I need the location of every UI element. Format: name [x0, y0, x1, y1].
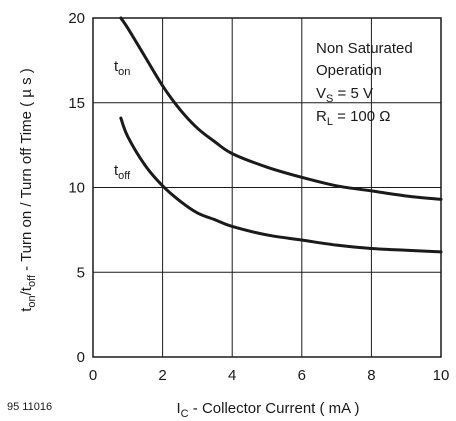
figure-id: 95 11016	[7, 401, 53, 413]
plot-frame	[92, 17, 442, 358]
x-tick-label-4: 4	[228, 367, 236, 384]
y-axis-label: ton/toff - Turn on / Turn off Time ( µ s…	[18, 68, 38, 312]
y-tick-label-20: 20	[68, 10, 85, 27]
tick-labels: 0 2 4 6 8 10 0 5 10 15 20	[68, 10, 449, 384]
series-label-toff: toff	[114, 162, 131, 182]
series-label-ton: ton	[114, 58, 130, 78]
y-tick-label-0: 0	[77, 349, 85, 366]
annotation-vs: VS = 5 V	[316, 85, 373, 105]
x-tick-label-0: 0	[89, 367, 97, 384]
series-line-t-on	[119, 16, 443, 201]
series-line-t-off	[119, 116, 443, 254]
x-axis-label: IC - Collector Current ( mA )	[177, 400, 360, 420]
y-tick-label-10: 10	[68, 180, 85, 197]
x-tick-label-8: 8	[367, 367, 375, 384]
y-tick-label-15: 15	[68, 95, 85, 112]
x-tick-label-10: 10	[433, 367, 450, 384]
annotation-line-1: Non Saturated	[316, 40, 413, 57]
annotation-rl: RL = 100 Ω	[316, 108, 390, 128]
x-tick-label-2: 2	[158, 367, 166, 384]
data-series	[119, 16, 443, 254]
y-tick-label-5: 5	[77, 264, 85, 281]
annotation-line-2: Operation	[316, 62, 382, 79]
grid-lines	[93, 18, 441, 357]
operating-conditions: Non Saturated Operation VS = 5 V RL = 10…	[316, 40, 413, 128]
x-tick-label-6: 6	[298, 367, 306, 384]
